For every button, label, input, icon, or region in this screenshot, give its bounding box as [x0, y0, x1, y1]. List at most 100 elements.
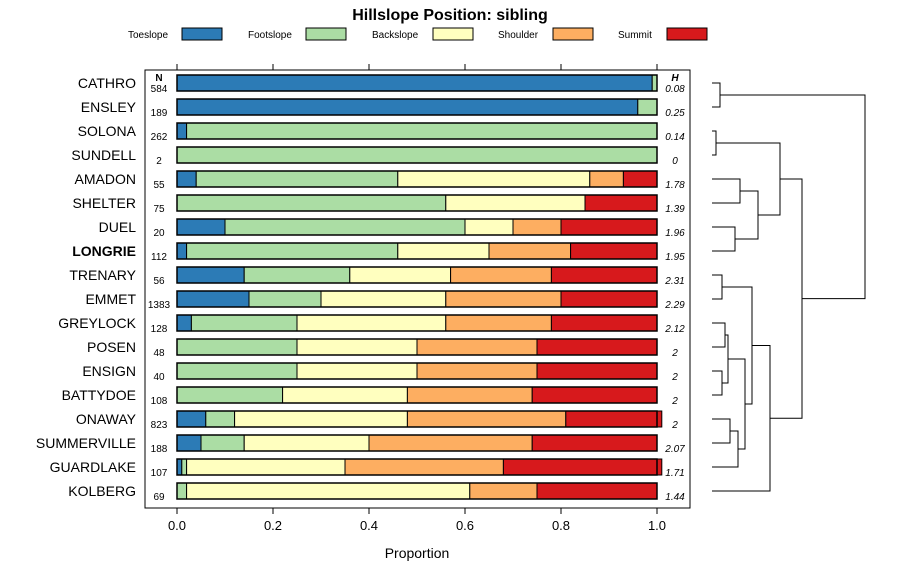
row-label-greylock: GREYLOCK [58, 315, 136, 331]
bar-outline-solona [176, 122, 658, 140]
h-value-posen: 2 [671, 348, 678, 359]
dendrogram-branch-6 [712, 274, 723, 300]
bar-trenary-shoulder [450, 266, 552, 284]
plot-frame [144, 69, 691, 509]
bar-cathro-toeslope [176, 74, 653, 92]
row-label-guardlake: GUARDLAKE [50, 459, 136, 475]
bar-duel-toeslope [176, 218, 226, 236]
h-value-onaway: 2 [671, 420, 678, 431]
bar-ensign-backslope [296, 362, 418, 380]
bar-trenary-summit [550, 266, 658, 284]
bar-greylock-toeslope [176, 314, 192, 332]
bar-outline-longrie [176, 242, 658, 260]
row-label-kolberg: KOLBERG [68, 483, 136, 499]
bar-greylock-footslope [190, 314, 298, 332]
n-value-guardlake: 107 [151, 468, 168, 479]
row-label-shelter: SHELTER [72, 195, 136, 211]
n-value-onaway: 823 [151, 420, 168, 431]
bar-outline-guardlake [176, 458, 658, 476]
h-value-summerville: 2.07 [664, 444, 685, 455]
bar-battydoe-footslope [176, 386, 284, 404]
dendrogram-branch-3 [712, 226, 736, 252]
dendrogram [712, 82, 866, 492]
bar-onaway-shoulder [406, 410, 567, 428]
bar-emmet-footslope [248, 290, 322, 308]
row-label-duel: DUEL [99, 219, 137, 235]
bar-emmet-backslope [320, 290, 447, 308]
bar-guardlake-shoulder [344, 458, 504, 476]
n-value-cathro: 584 [151, 84, 168, 95]
x-tick-label-4: 0.8 [552, 518, 570, 533]
dendrogram-branch-10 [712, 418, 731, 444]
bar-outline-ensley [176, 98, 658, 116]
bar-onaway-toeslope [176, 410, 207, 428]
n-value-amadon: 55 [153, 180, 165, 191]
n-value-duel: 20 [153, 228, 165, 239]
legend-swatch-shoulder [552, 27, 594, 41]
n-value-sundell: 2 [156, 156, 162, 167]
bar-trenary-backslope [349, 266, 452, 284]
dendrogram-branch-16 [720, 94, 866, 300]
dendrogram-branch-12 [728, 358, 746, 450]
n-value-posen: 48 [153, 348, 165, 359]
h-value-kolberg: 1.44 [665, 492, 685, 503]
row-label-solona: SOLONA [78, 123, 137, 139]
legend-label-toeslope: Toeslope [128, 30, 168, 41]
bar-outline-battydoe [176, 386, 658, 404]
bar-ensley-footslope [637, 98, 658, 116]
dendrogram-branch-7 [712, 322, 726, 348]
row-label-ensign: ENSIGN [82, 363, 136, 379]
legend-swatch-toeslope [181, 27, 223, 41]
x-tick-label-1: 0.2 [264, 518, 282, 533]
h-value-ensign: 2 [671, 372, 678, 383]
n-value-ensign: 40 [153, 372, 165, 383]
row-label-longrie: LONGRIE [72, 243, 136, 259]
n-value-emmet: 1383 [148, 300, 171, 311]
dendrogram-branch-11 [712, 430, 739, 468]
h-value-shelter: 1.39 [665, 204, 685, 215]
row-label-cathro: CATHRO [78, 75, 136, 91]
bar-longrie-summit [570, 242, 658, 260]
n-value-solona: 262 [151, 132, 168, 143]
bar-outline-posen [176, 338, 658, 356]
bar-summerville-summit [531, 434, 658, 452]
bar-guardlake-footslope [181, 458, 188, 476]
bar-battydoe-backslope [282, 386, 408, 404]
rows: CATHRO 584 0.08 ENSLEY 189 0.25 SOLONA 262 0.14 S… [36, 74, 685, 503]
bar-kolberg-footslope [176, 482, 188, 500]
legend: Toeslope Footslope Backslope Shoulder Summit [128, 27, 708, 41]
bar-longrie-toeslope [176, 242, 188, 260]
bar-shelter-footslope [176, 194, 447, 212]
h-value-cathro: 0.08 [665, 84, 685, 95]
bar-battydoe-summit [531, 386, 658, 404]
bar-ensign-summit [536, 362, 658, 380]
chart-title: Hillslope Position: sibling [352, 7, 548, 24]
h-column-header: H [671, 73, 679, 84]
bar-kolberg-summit [536, 482, 658, 500]
bar-onaway-backslope [234, 410, 408, 428]
legend-label-summit: Summit [618, 30, 652, 41]
legend-label-shoulder: Shoulder [498, 30, 539, 41]
h-value-greylock: 2.12 [664, 324, 685, 335]
bar-solona-toeslope [176, 122, 188, 140]
bar-duel-footslope [224, 218, 466, 236]
legend-swatch-footslope [305, 27, 347, 41]
dendrogram-branch-8 [712, 370, 723, 396]
bar-trenary-footslope [243, 266, 351, 284]
bar-trenary-toeslope [176, 266, 245, 284]
bar-amadon-footslope [195, 170, 399, 188]
n-value-kolberg: 69 [153, 492, 165, 503]
bar-outline-kolberg [176, 482, 658, 500]
bar-summerville-shoulder [368, 434, 533, 452]
bar-onaway-summit [565, 410, 663, 428]
dendrogram-branch-1 [712, 130, 717, 156]
bar-summerville-toeslope [176, 434, 202, 452]
bar-outline-sundell [176, 146, 658, 164]
dendrogram-branch-13 [722, 286, 753, 405]
n-value-summerville: 188 [151, 444, 168, 455]
dendrogram-branch-4 [735, 190, 759, 240]
bar-outline-onaway [176, 410, 658, 428]
bar-posen-backslope [296, 338, 418, 356]
bar-summerville-backslope [243, 434, 370, 452]
